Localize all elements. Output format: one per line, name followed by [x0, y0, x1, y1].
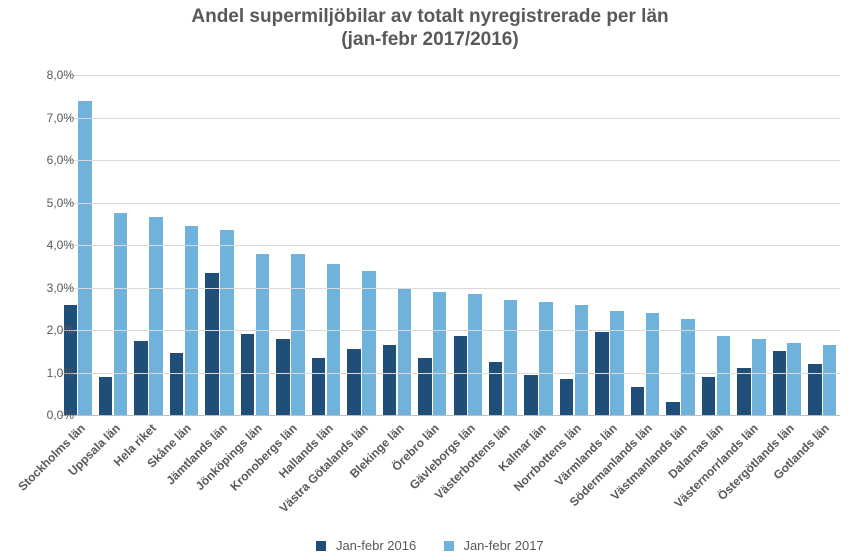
gridline — [60, 75, 840, 76]
y-tick-label: 8,0% — [24, 68, 74, 82]
legend-label-2017: Jan-febr 2017 — [463, 538, 543, 553]
y-tick-label: 6,0% — [24, 153, 74, 167]
bar — [524, 375, 537, 415]
bar — [205, 273, 218, 415]
chart-title-line2: (jan-febr 2017/2016) — [341, 29, 518, 50]
x-axis-labels: Stockholms länUppsala länHela riketSkåne… — [60, 415, 840, 525]
bar — [454, 336, 467, 415]
bar — [489, 362, 502, 415]
bar — [504, 300, 517, 415]
y-tick-label: 7,0% — [24, 111, 74, 125]
bar — [276, 339, 289, 416]
bar — [773, 351, 786, 415]
legend-item-2017: Jan-febr 2017 — [444, 537, 544, 553]
bar — [134, 341, 147, 415]
legend-swatch-2017 — [444, 541, 454, 551]
bar — [256, 254, 269, 416]
bar — [560, 379, 573, 415]
plot-area — [60, 75, 840, 415]
bar — [702, 377, 715, 415]
bar — [737, 368, 750, 415]
bar — [170, 353, 183, 415]
bar — [362, 271, 375, 416]
bar — [681, 319, 694, 415]
bar — [666, 402, 679, 415]
y-tick-label: 5,0% — [24, 196, 74, 210]
gridline — [60, 330, 840, 331]
bar — [398, 288, 411, 416]
bar — [595, 332, 608, 415]
gridline — [60, 203, 840, 204]
bar — [185, 226, 198, 415]
chart-title-line1: Andel supermiljöbilar av totalt nyregist… — [191, 6, 668, 27]
bar — [383, 345, 396, 415]
bar — [114, 213, 127, 415]
gridline — [60, 288, 840, 289]
bar — [631, 387, 644, 415]
legend-swatch-2016 — [316, 541, 326, 551]
bar — [291, 254, 304, 416]
bar — [787, 343, 800, 415]
bar — [610, 311, 623, 415]
chart-title: Andel supermiljöbilar av totalt nyregist… — [0, 0, 860, 52]
legend-label-2016: Jan-febr 2016 — [336, 538, 416, 553]
bar — [752, 339, 765, 416]
bar — [220, 230, 233, 415]
y-tick-label: 1,0% — [24, 366, 74, 380]
bar — [539, 302, 552, 415]
bar — [468, 294, 481, 415]
y-tick-label: 2,0% — [24, 323, 74, 337]
bar — [78, 101, 91, 416]
bar — [418, 358, 431, 415]
chart-container: Andel supermiljöbilar av totalt nyregist… — [0, 0, 860, 559]
bar — [149, 217, 162, 415]
x-label-slot: Hela riket — [131, 415, 166, 525]
gridline — [60, 118, 840, 119]
bar — [347, 349, 360, 415]
y-tick-label: 3,0% — [24, 281, 74, 295]
bar — [646, 313, 659, 415]
legend-item-2016: Jan-febr 2016 — [316, 537, 416, 553]
y-tick-label: 4,0% — [24, 238, 74, 252]
x-label-slot: Gotlands län — [805, 415, 840, 525]
bar — [64, 305, 77, 416]
chart-legend: Jan-febr 2016 Jan-febr 2017 — [0, 537, 860, 553]
bar — [241, 334, 254, 415]
gridline — [60, 245, 840, 246]
gridline — [60, 160, 840, 161]
bar — [823, 345, 836, 415]
bar — [575, 305, 588, 416]
bar — [99, 377, 112, 415]
bar — [433, 292, 446, 415]
gridline — [60, 373, 840, 374]
x-label-slot: Uppsala län — [95, 415, 130, 525]
bar — [312, 358, 325, 415]
bar — [717, 336, 730, 415]
